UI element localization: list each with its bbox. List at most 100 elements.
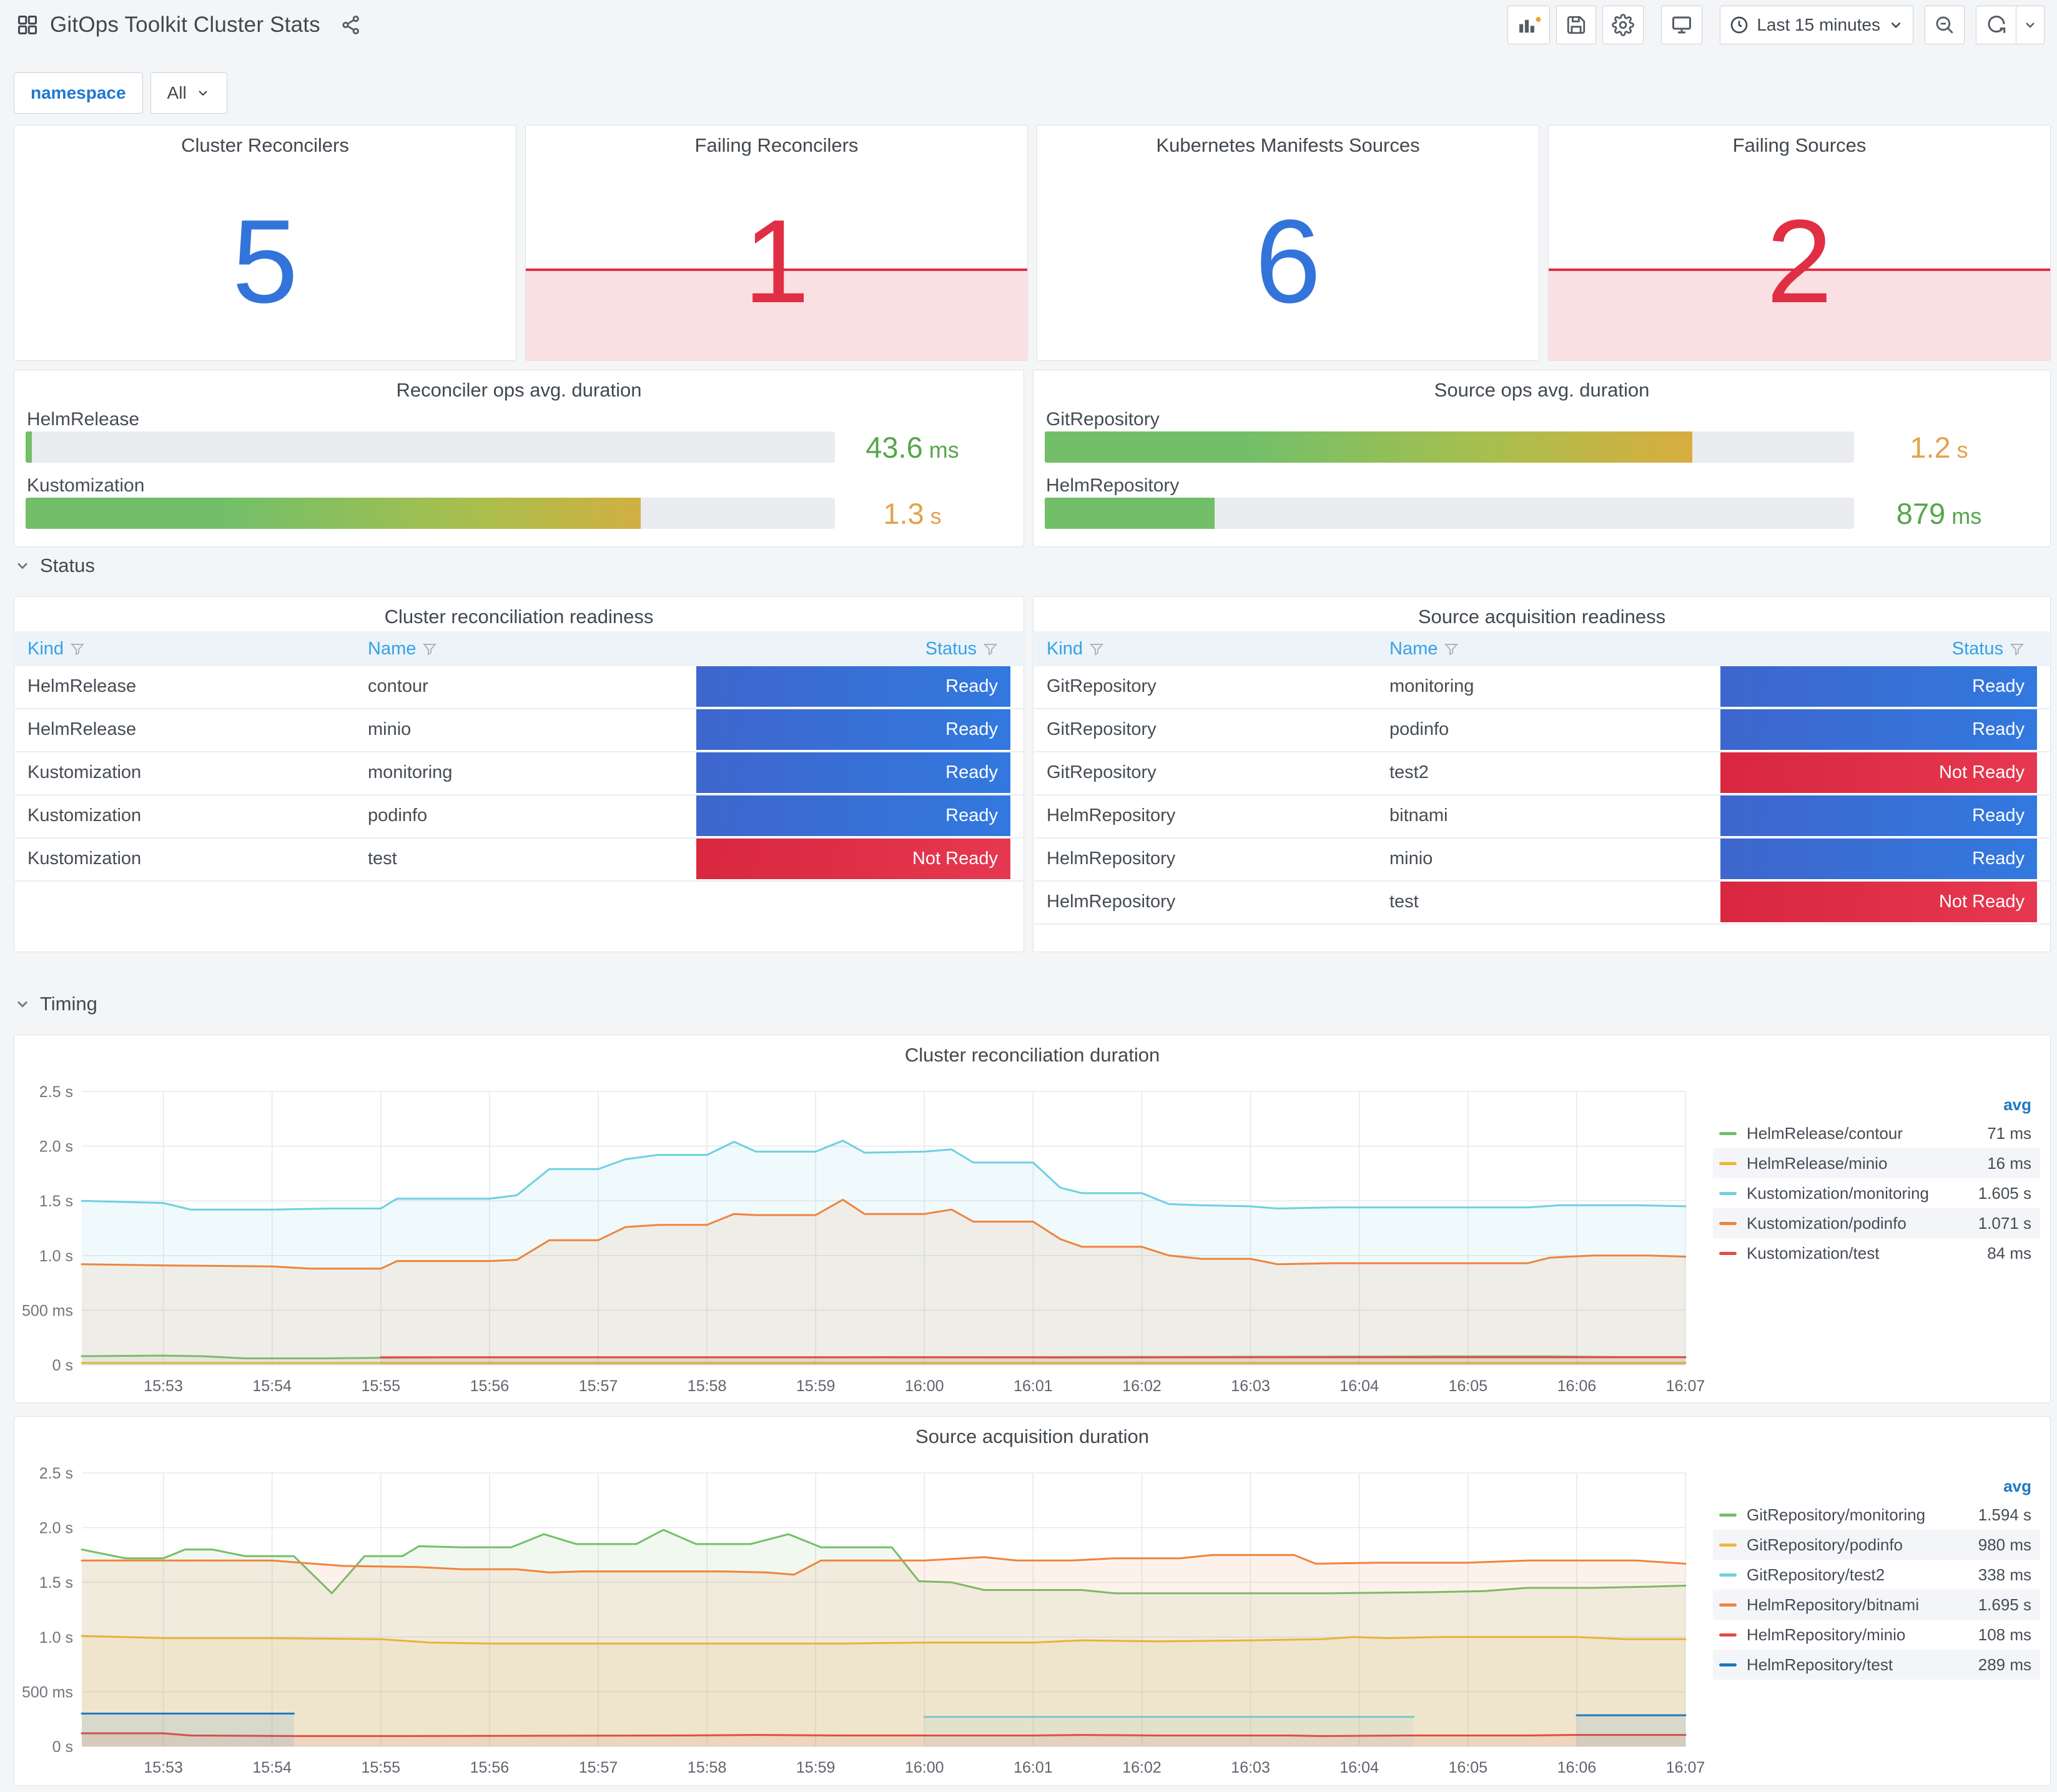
share-alt-icon[interactable] <box>340 14 362 36</box>
dashboard-settings-button[interactable] <box>1602 6 1644 44</box>
legend-series-name: HelmRepository/minio <box>1747 1625 1906 1644</box>
table-column-header-kind[interactable]: Kind <box>1034 639 1377 659</box>
legend-item[interactable]: HelmRepository/test 289 ms <box>1713 1650 2040 1680</box>
legend-item[interactable]: Kustomization/podinfo 1.071 s <box>1713 1208 2040 1238</box>
dashboard-toolbar: Last 15 minutes <box>1507 5 2045 45</box>
bar-gauge-value-number: 43.6 <box>866 431 923 464</box>
cell-status-badge: Not Ready <box>1720 882 2037 922</box>
legend-item[interactable]: HelmRelease/minio 16 ms <box>1713 1148 2040 1178</box>
legend-series-avg-value: 84 ms <box>1987 1243 2031 1263</box>
dashboard-title[interactable]: GitOps Toolkit Cluster Stats <box>50 12 320 37</box>
cell-kind: HelmRelease <box>27 676 137 696</box>
series-area-fill <box>82 1140 1685 1365</box>
stat-panel-title[interactable]: Kubernetes Manifests Sources <box>1156 134 1420 156</box>
bar-gauge-value: 43.6 ms <box>831 430 994 465</box>
legend-item[interactable]: Kustomization/test 84 ms <box>1713 1238 2040 1268</box>
series-area-fill <box>82 1713 294 1746</box>
timeseries-plot-area[interactable]: 0 s 500 ms 1.0 s 1.5 s 2.0 s 2.5 s 15:53 15:54 1… <box>14 1035 2051 1403</box>
bar-gauge-fill <box>1045 498 1215 529</box>
legend-series-color <box>1719 1221 1737 1225</box>
legend-item[interactable]: GitRepository/podinfo 980 ms <box>1713 1530 2040 1560</box>
bar-gauge-title[interactable]: Source ops avg. duration <box>1434 379 1650 401</box>
y-axis-tick-label: 1.0 s <box>39 1629 73 1647</box>
table-panel-title[interactable]: Cluster reconciliation readiness <box>384 606 654 628</box>
row-timing-toggle[interactable]: Timing <box>14 993 97 1015</box>
cell-kind: HelmRepository <box>1047 849 1176 869</box>
stat-panel-title[interactable]: Failing Reconcilers <box>694 134 859 156</box>
legend-series-color <box>1719 1573 1737 1577</box>
table-header-row: Kind Name Status <box>1034 631 2050 666</box>
legend-item[interactable]: GitRepository/test2 338 ms <box>1713 1560 2040 1590</box>
table-column-label: Name <box>368 638 417 659</box>
funnel-icon[interactable] <box>1444 641 1459 656</box>
legend-series-avg-value: 1.071 s <box>1978 1213 2031 1233</box>
table-row: GitRepository monitoring Ready <box>1034 666 2050 709</box>
table-row: GitRepository test2 Not Ready <box>1034 752 2050 795</box>
add-panel-button[interactable] <box>1507 6 1551 44</box>
funnel-icon[interactable] <box>2010 641 2025 656</box>
refresh-button-group <box>1976 6 2045 44</box>
bar-gauge-track <box>26 431 835 463</box>
x-axis-tick-label: 16:04 <box>1339 1377 1379 1395</box>
funnel-icon[interactable] <box>422 641 437 656</box>
x-axis-tick-label: 16:05 <box>1449 1377 1488 1395</box>
table-column-header-status[interactable]: Status <box>1720 639 2037 659</box>
x-axis-tick-label: 16:01 <box>1014 1759 1053 1776</box>
legend-item[interactable]: HelmRelease/contour 71 ms <box>1713 1118 2040 1148</box>
stat-panel-title[interactable]: Failing Sources <box>1732 134 1867 156</box>
funnel-icon[interactable] <box>70 641 85 656</box>
funnel-icon[interactable] <box>1089 641 1104 656</box>
stat-panel-title[interactable]: Cluster Reconcilers <box>181 134 349 156</box>
legend-avg-header[interactable]: avg <box>2003 1095 2031 1114</box>
save-dashboard-button[interactable] <box>1556 6 1597 44</box>
legend-series-color <box>1719 1663 1737 1666</box>
alert-threshold-line <box>1549 268 2050 271</box>
variable-namespace-dropdown[interactable]: All <box>150 72 227 114</box>
table-column-header-kind[interactable]: Kind <box>15 639 355 659</box>
legend-series-name: HelmRepository/bitnami <box>1747 1595 1919 1614</box>
legend-item[interactable]: GitRepository/monitoring 1.594 s <box>1713 1500 2040 1530</box>
bar-gauge-fill <box>1045 431 1692 463</box>
legend-series-name: HelmRelease/minio <box>1747 1153 1888 1173</box>
table-panel-title[interactable]: Source acquisition readiness <box>1418 606 1666 628</box>
cell-name: minio <box>368 719 412 739</box>
refresh-interval-dropdown[interactable] <box>2016 6 2045 44</box>
dashboard-grid-icon[interactable] <box>16 14 39 36</box>
cell-name: minio <box>1389 849 1433 869</box>
timeseries-panel: Cluster reconciliation duration 0 s 500 ms… <box>14 1035 2051 1403</box>
x-axis-tick-label: 15:58 <box>688 1759 727 1776</box>
timeseries-plot-area[interactable]: 0 s 500 ms 1.0 s 1.5 s 2.0 s 2.5 s 15:53 15:54 1… <box>14 1417 2051 1786</box>
table-panel: Source acquisition readiness Kind Name Stat… <box>1033 596 2051 952</box>
bar-gauge-track <box>26 498 835 529</box>
legend-series-avg-value: 1.594 s <box>1978 1505 2031 1524</box>
chart-legend: avg HelmRelease/contour 71 ms HelmRelease/m… <box>1713 1095 2040 1268</box>
alert-threshold-line <box>526 268 1027 271</box>
row-status-toggle[interactable]: Status <box>14 554 95 577</box>
series-line <box>81 1635 1687 1645</box>
table-column-header-name[interactable]: Name <box>355 639 696 659</box>
bar-gauge-title[interactable]: Reconciler ops avg. duration <box>396 379 642 401</box>
cell-name: podinfo <box>368 805 428 825</box>
clock-icon <box>1729 15 1749 35</box>
timeseries-panel-title[interactable]: Source acquisition duration <box>915 1425 1149 1447</box>
timeseries-panel-title[interactable]: Cluster reconciliation duration <box>904 1044 1160 1066</box>
cycle-view-mode-button[interactable] <box>1661 6 1703 44</box>
cell-name: monitoring <box>368 762 453 782</box>
legend-avg-header[interactable]: avg <box>2003 1477 2031 1495</box>
table-column-label: Name <box>1389 638 1438 659</box>
time-range-picker[interactable]: Last 15 minutes <box>1720 6 1913 44</box>
legend-item[interactable]: Kustomization/monitoring 1.605 s <box>1713 1178 2040 1208</box>
x-axis-tick-label: 15:59 <box>796 1759 836 1776</box>
refresh-dashboard-button[interactable] <box>1976 6 2016 44</box>
legend-item[interactable]: HelmRepository/minio 108 ms <box>1713 1620 2040 1650</box>
legend-item[interactable]: HelmRepository/bitnami 1.695 s <box>1713 1590 2040 1620</box>
series-area-fill <box>1576 1715 1685 1746</box>
funnel-icon[interactable] <box>983 641 998 656</box>
x-axis-tick-label: 15:55 <box>361 1759 400 1776</box>
table-row: GitRepository podinfo Ready <box>1034 709 2050 752</box>
variable-namespace-value: All <box>167 83 187 102</box>
table-column-header-name[interactable]: Name <box>1377 639 1720 659</box>
table-column-header-status[interactable]: Status <box>696 639 1010 659</box>
zoom-out-time-button[interactable] <box>1925 6 1965 44</box>
